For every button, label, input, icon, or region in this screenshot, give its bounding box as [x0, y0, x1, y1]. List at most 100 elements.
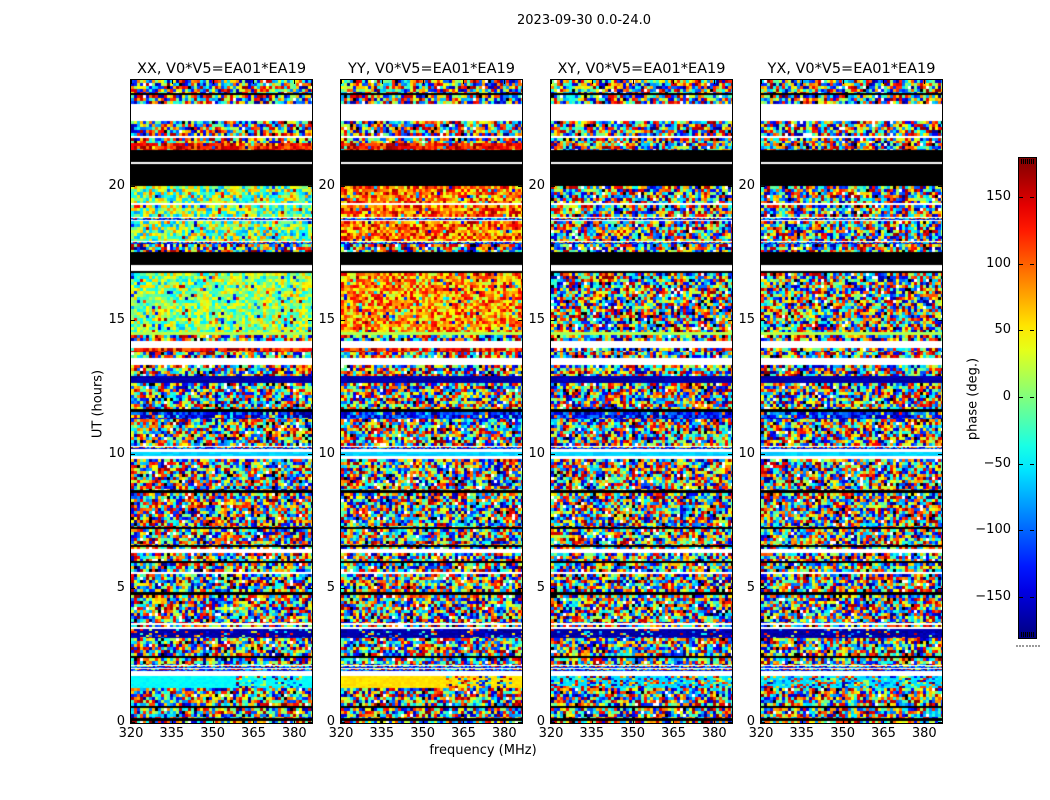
- y-axis-label: UT (hours): [90, 369, 106, 439]
- y-tick: [131, 454, 135, 456]
- colorbar-end-tick: [1031, 632, 1032, 637]
- y-tick: [761, 320, 765, 322]
- y-tick: [551, 454, 555, 456]
- y-tick: [551, 186, 555, 188]
- y-tick: [551, 722, 555, 723]
- y-tick: [728, 722, 732, 723]
- colorbar-tick: [1030, 397, 1034, 398]
- x-tick: [591, 719, 593, 723]
- y-tick-label: 15: [738, 312, 755, 328]
- colorbar-dot: [1032, 645, 1034, 647]
- y-tick-label: 5: [746, 580, 755, 596]
- y-tick: [761, 454, 765, 456]
- x-tick-label: 335: [369, 726, 395, 741]
- heatmap-canvas-yy: [341, 80, 522, 723]
- y-tick: [761, 722, 765, 723]
- colorbar-tick: [1019, 597, 1023, 598]
- y-tick: [308, 722, 312, 723]
- x-tick: [551, 719, 552, 723]
- x-tick-label: 350: [620, 726, 646, 741]
- x-tick: [253, 80, 255, 84]
- x-tick: [801, 719, 803, 723]
- x-tick-label: 380: [701, 726, 727, 741]
- panel-title-xx: XX, V0*V5=EA01*EA19: [136, 61, 307, 77]
- colorbar-tick: [1030, 597, 1034, 598]
- y-tick: [938, 588, 942, 590]
- heatmap-panel-xx: [130, 79, 313, 724]
- x-tick-label: 335: [579, 726, 605, 741]
- y-tick: [341, 722, 345, 723]
- x-tick-label: 335: [789, 726, 815, 741]
- x-tick: [381, 719, 383, 723]
- x-tick: [294, 719, 296, 723]
- colorbar-end-tick: [1025, 632, 1026, 637]
- y-tick: [131, 320, 135, 322]
- colorbar-tick: [1019, 463, 1023, 465]
- y-tick: [551, 588, 555, 590]
- x-tick-label: 320: [748, 726, 774, 741]
- colorbar-tick: [1019, 197, 1023, 198]
- colorbar-tick: [1030, 330, 1034, 332]
- x-tick-label: 365: [451, 726, 476, 741]
- y-tick-label: 5: [536, 580, 545, 596]
- x-tick: [212, 80, 214, 84]
- x-tick: [131, 719, 132, 723]
- colorbar-tick: [1030, 263, 1034, 265]
- x-tick: [504, 719, 506, 723]
- colorbar-gradient: [1018, 157, 1037, 639]
- y-tick: [728, 186, 732, 188]
- y-tick-label: 20: [738, 178, 755, 194]
- colorbar-tick: [1019, 397, 1023, 398]
- y-tick: [938, 454, 942, 456]
- heatmap-panel-yy: [340, 79, 523, 724]
- y-tick-label: 15: [108, 312, 125, 328]
- x-tick: [714, 719, 716, 723]
- x-tick-label: 380: [281, 726, 307, 741]
- colorbar-tick-label: 50: [994, 322, 1011, 338]
- x-tick: [673, 80, 675, 84]
- x-tick: [551, 80, 552, 84]
- heatmap-panel-xy: [550, 79, 733, 724]
- colorbar-tick: [1019, 530, 1023, 532]
- colorbar-end-tick: [1029, 632, 1030, 637]
- y-tick: [131, 722, 135, 723]
- colorbar-tick: [1030, 197, 1034, 198]
- colorbar-tick: [1019, 330, 1023, 332]
- colorbar-tick-label: 0: [1002, 389, 1011, 404]
- x-tick: [714, 80, 716, 84]
- y-tick: [728, 454, 732, 456]
- y-tick: [518, 588, 522, 590]
- colorbar-tick: [1030, 530, 1034, 532]
- y-tick-label: 0: [326, 714, 335, 729]
- x-tick-label: 365: [871, 726, 896, 741]
- x-tick-label: 320: [328, 726, 354, 741]
- colorbar-end-tick: [1031, 159, 1032, 164]
- y-tick: [518, 722, 522, 723]
- x-tick: [171, 719, 173, 723]
- figure-title: 2023-09-30 0.0-24.0: [517, 13, 651, 28]
- x-tick: [463, 719, 465, 723]
- x-tick: [253, 719, 255, 723]
- y-tick: [131, 588, 135, 590]
- colorbar-dot: [1025, 645, 1028, 647]
- y-tick: [938, 186, 942, 188]
- y-tick-label: 15: [318, 312, 335, 328]
- colorbar-tick: [1030, 463, 1034, 465]
- colorbar-end-tick: [1033, 159, 1034, 164]
- x-tick: [294, 80, 296, 84]
- x-tick: [591, 80, 593, 84]
- y-tick: [728, 320, 732, 322]
- y-tick-label: 0: [536, 714, 545, 729]
- x-tick-label: 350: [410, 726, 436, 741]
- x-tick: [504, 80, 506, 84]
- x-tick: [883, 80, 885, 84]
- colorbar-end-tick: [1033, 632, 1034, 637]
- x-tick: [924, 719, 926, 723]
- y-tick-label: 0: [116, 714, 125, 729]
- colorbar-end-tick: [1027, 159, 1028, 164]
- x-tick: [422, 719, 424, 723]
- colorbar-tick-label: −150: [975, 589, 1011, 604]
- x-tick-label: 380: [491, 726, 517, 741]
- x-tick-label: 335: [159, 726, 185, 741]
